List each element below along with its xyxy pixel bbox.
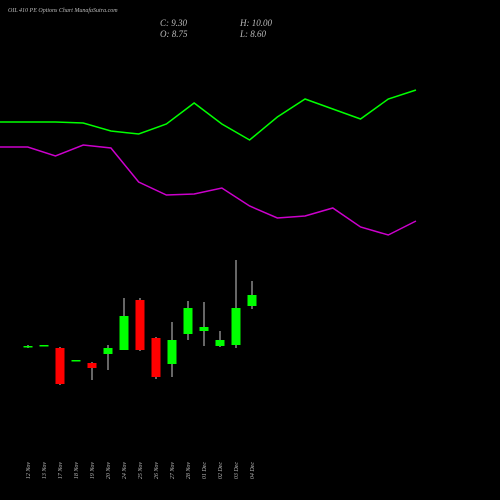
indicator-line xyxy=(0,89,417,141)
candle-body xyxy=(135,300,145,350)
candle-body xyxy=(151,338,161,377)
x-tick-label: 03 Dec xyxy=(234,462,240,479)
x-tick-label: 13 Nov xyxy=(42,462,48,480)
indicator-line xyxy=(0,144,417,236)
x-tick-label: 19 Nov xyxy=(90,462,96,480)
x-tick-label: 28 Nov xyxy=(186,462,192,480)
x-tick-label: 17 Nov xyxy=(58,462,64,480)
info-low: L: 8.60 xyxy=(239,29,267,39)
x-tick-label: 20 Nov xyxy=(106,462,112,480)
candle-body xyxy=(183,308,193,334)
candle-body xyxy=(71,360,81,362)
candle-body xyxy=(199,327,209,331)
info-open: O: 8.75 xyxy=(160,29,188,39)
candle-body xyxy=(39,345,49,347)
info-high: H: 10.00 xyxy=(239,18,272,28)
candle-body xyxy=(167,340,177,364)
candle-body xyxy=(23,346,33,348)
candle-body xyxy=(55,348,65,384)
x-tick-label: 02 Dec xyxy=(218,462,224,479)
candle-body xyxy=(247,295,257,306)
x-tick-label: 18 Nov xyxy=(74,462,80,480)
x-tick-label: 01 Dec xyxy=(202,462,208,479)
info-close: C: 9.30 xyxy=(160,18,188,28)
x-tick-label: 04 Dec xyxy=(249,462,256,479)
candle-body xyxy=(87,363,97,368)
candle-body xyxy=(231,308,241,345)
x-tick-label: 25 Nov xyxy=(138,462,144,480)
x-tick-label: 27 Nov xyxy=(170,462,176,480)
x-tick-label: 12 Nov xyxy=(26,462,32,480)
x-tick-label: 26 Nov xyxy=(154,462,160,480)
candle-body xyxy=(119,316,129,350)
candle-body xyxy=(103,348,113,354)
x-tick-label: 24 Nov xyxy=(121,462,128,480)
candle-body xyxy=(215,340,225,346)
chart-title: OIL 410 PE Options Chart MunafaSutra.com xyxy=(8,7,118,14)
